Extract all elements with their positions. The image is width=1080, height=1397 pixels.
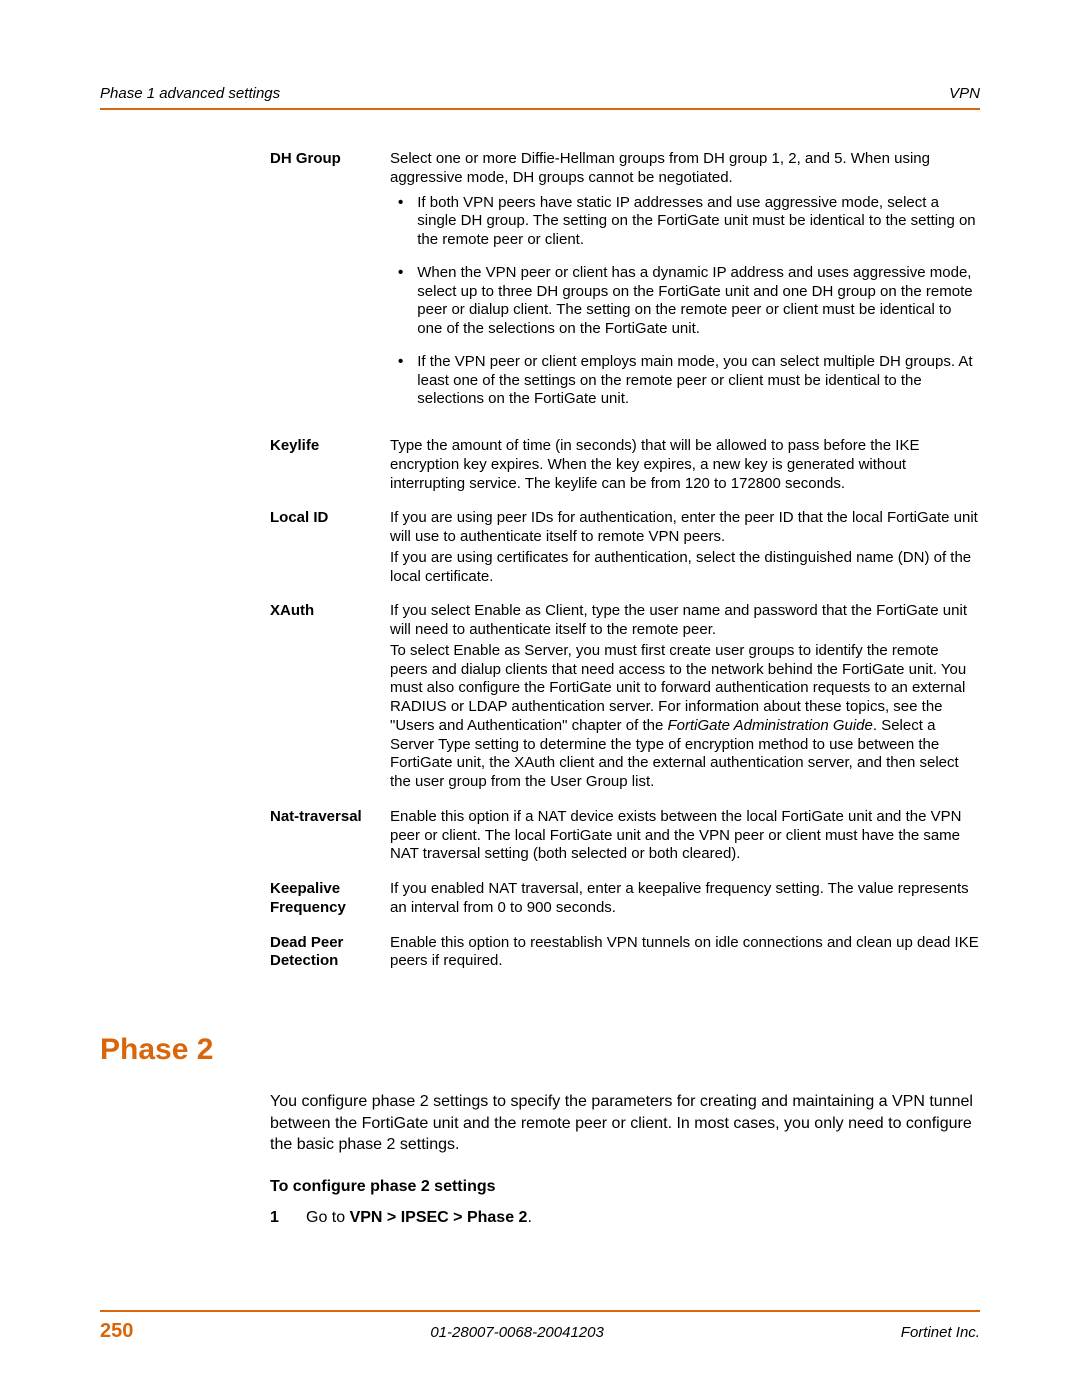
def-text: If you are using certificates for authen… [390,549,980,587]
header-left: Phase 1 advanced settings [100,85,280,102]
def-text: If you enabled NAT traversal, enter a ke… [390,880,980,918]
section-heading-phase2: Phase 2 [100,1033,980,1067]
bullet-item: If both VPN peers have static IP address… [390,194,980,250]
bullet-item: If the VPN peer or client employs main m… [390,353,980,409]
definition-table: DH Group Select one or more Diffie-Hellm… [270,150,980,973]
def-label: Keepalive Frequency [270,880,390,920]
def-row-dpd: Dead Peer Detection Enable this option t… [270,934,980,974]
step-text: Go to VPN > IPSEC > Phase 2. [306,1207,532,1229]
def-row-keepalive: Keepalive Frequency If you enabled NAT t… [270,880,980,920]
def-row-nat: Nat-traversal Enable this option if a NA… [270,808,980,866]
def-text: Type the amount of time (in seconds) tha… [390,437,980,493]
def-row-xauth: XAuth If you select Enable as Client, ty… [270,602,980,794]
bullet-text: When the VPN peer or client has a dynami… [417,264,980,339]
def-text: If you select Enable as Client, type the… [390,602,980,640]
page-header: Phase 1 advanced settings VPN [100,85,980,110]
section-intro: You configure phase 2 settings to specif… [270,1091,980,1156]
def-content: Enable this option to reestablish VPN tu… [390,934,980,974]
def-row-dhgroup: DH Group Select one or more Diffie-Hellm… [270,150,980,423]
company-name: Fortinet Inc. [901,1324,980,1341]
bullet-list: If both VPN peers have static IP address… [390,194,980,410]
bullet-item: When the VPN peer or client has a dynami… [390,264,980,339]
def-content: If you select Enable as Client, type the… [390,602,980,794]
def-text: To select Enable as Server, you must fir… [390,642,980,792]
nav-path: VPN > IPSEC > Phase 2 [350,1209,528,1226]
step-row: 1 Go to VPN > IPSEC > Phase 2. [270,1207,980,1229]
def-label: Keylife [270,437,390,495]
section-body: You configure phase 2 settings to specif… [270,1091,980,1229]
def-intro: Select one or more Diffie-Hellman groups… [390,150,980,188]
def-content: If you are using peer IDs for authentica… [390,509,980,588]
def-text: Enable this option if a NAT device exist… [390,808,980,864]
document-page: Phase 1 advanced settings VPN DH Group S… [0,0,1080,1397]
def-content: Type the amount of time (in seconds) tha… [390,437,980,495]
page-footer: 250 01-28007-0068-20041203 Fortinet Inc. [100,1310,980,1343]
sub-heading: To configure phase 2 settings [270,1176,980,1198]
def-content: Select one or more Diffie-Hellman groups… [390,150,980,423]
def-row-keylife: Keylife Type the amount of time (in seco… [270,437,980,495]
header-right: VPN [949,85,980,102]
def-label: Local ID [270,509,390,588]
bullet-text: If both VPN peers have static IP address… [417,194,980,250]
def-label: XAuth [270,602,390,794]
def-text: If you are using peer IDs for authentica… [390,509,980,547]
def-text: Enable this option to reestablish VPN tu… [390,934,980,972]
def-label: DH Group [270,150,390,423]
def-label: Dead Peer Detection [270,934,390,974]
def-row-localid: Local ID If you are using peer IDs for a… [270,509,980,588]
bullet-text: If the VPN peer or client employs main m… [417,353,980,409]
document-id: 01-28007-0068-20041203 [430,1324,604,1341]
step-number: 1 [270,1207,306,1229]
def-content: If you enabled NAT traversal, enter a ke… [390,880,980,920]
page-number: 250 [100,1320,133,1343]
italic-text: FortiGate Administration Guide [668,717,873,734]
def-content: Enable this option if a NAT device exist… [390,808,980,866]
def-label: Nat-traversal [270,808,390,866]
